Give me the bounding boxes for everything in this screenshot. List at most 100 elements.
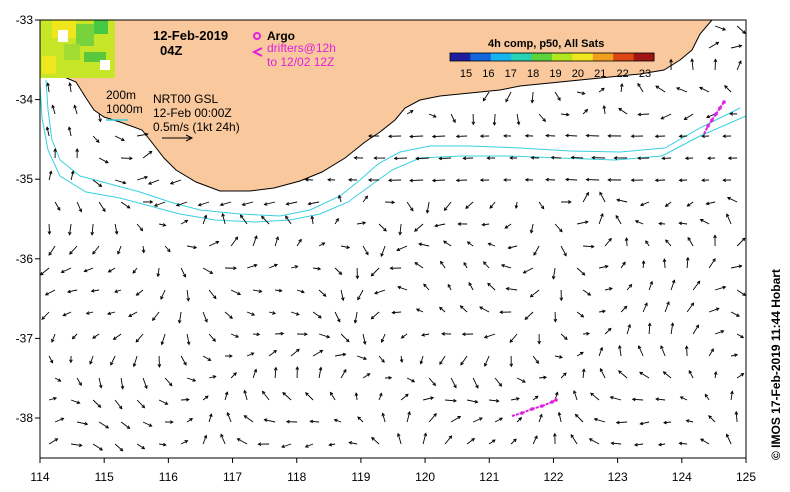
current-vector-head (442, 240, 447, 245)
x-tick-label: 122 (543, 470, 563, 484)
current-vector (523, 267, 534, 274)
current-vector (565, 179, 578, 181)
current-vector-head (440, 260, 444, 265)
current-vector-head (539, 413, 543, 418)
current-vector (726, 434, 732, 445)
current-vector (730, 45, 742, 49)
current-vector (576, 351, 584, 357)
current-vector (406, 411, 411, 423)
drifter-track-segment (551, 399, 557, 403)
current-vector-head (241, 202, 246, 206)
current-vector-head (221, 212, 225, 217)
drifters-time: to 12/02 12Z (267, 55, 334, 69)
current-vector (157, 267, 160, 277)
current-vector-head (70, 170, 75, 175)
current-vector (516, 113, 520, 125)
current-vector (51, 333, 56, 343)
current-vector-head (505, 287, 510, 291)
current-vector (714, 330, 724, 335)
current-vector-head (423, 432, 428, 437)
current-vector-head (257, 442, 262, 446)
current-vector (714, 25, 726, 31)
current-vector (611, 442, 622, 445)
current-vector (561, 113, 569, 116)
current-vector-head (734, 353, 739, 358)
current-vector (133, 355, 138, 367)
current-vector (382, 413, 386, 423)
current-vector (89, 355, 94, 364)
current-vector (275, 289, 282, 292)
current-vector (625, 237, 628, 247)
current-vector-head (535, 360, 540, 364)
current-vector-head (219, 202, 224, 207)
current-vector-head (722, 27, 727, 31)
current-vector (410, 179, 424, 182)
current-vector (661, 113, 672, 120)
current-vector-head (348, 178, 352, 182)
current-vector-head (505, 98, 509, 103)
current-vector-head (678, 134, 683, 139)
current-vector (186, 377, 196, 382)
y-tick-label: -34 (16, 93, 34, 107)
current-vector-head (631, 397, 636, 402)
current-vector (450, 416, 461, 423)
current-vector-head (585, 133, 590, 138)
current-vector-head (710, 348, 714, 353)
current-vector-head (110, 361, 114, 366)
current-vector (560, 372, 567, 379)
current-vector-head (475, 384, 479, 389)
current-vector-head (516, 121, 521, 126)
current-vector (460, 305, 468, 313)
current-vector (439, 355, 446, 365)
current-vector-head (370, 272, 375, 277)
current-vector-head (649, 280, 654, 285)
current-vector (460, 355, 468, 366)
current-vector (604, 238, 612, 247)
current-vector-head (69, 359, 73, 364)
current-vector-head (559, 355, 563, 359)
current-vector-head (144, 175, 149, 180)
current-vector-head (722, 134, 727, 138)
current-vector-head (507, 245, 512, 250)
current-vector-head (452, 119, 456, 124)
contour-1000m (39, 83, 747, 223)
current-vector-head (183, 361, 187, 366)
current-vector (468, 282, 474, 291)
current-vector (538, 414, 543, 423)
current-vector (692, 324, 699, 335)
current-vector (397, 433, 402, 445)
current-vector-head (658, 221, 663, 226)
y-tick-label: -33 (16, 13, 34, 27)
current-vector-head (550, 155, 555, 160)
current-vector (98, 201, 106, 212)
current-vector-head (148, 150, 153, 155)
current-vector-head (285, 215, 289, 220)
current-vector (736, 237, 746, 247)
contour-200m (45, 79, 741, 217)
current-vector (511, 397, 520, 401)
current-vector (252, 369, 257, 379)
current-vector-head (367, 178, 372, 182)
current-vector-head (623, 305, 628, 310)
current-vector (501, 264, 512, 269)
current-vector (148, 179, 160, 185)
current-vector (187, 245, 197, 249)
current-vector-head (162, 442, 167, 447)
current-vector-head (599, 367, 604, 372)
current-vector-head (573, 389, 577, 394)
current-vector (598, 213, 604, 225)
current-vector (571, 157, 584, 159)
current-vector-head (557, 411, 562, 416)
current-vector-head (678, 441, 683, 446)
current-vector (414, 262, 424, 269)
current-vector (735, 411, 738, 423)
current-vector (142, 245, 145, 253)
current-vector (691, 59, 694, 71)
current-vector-head (229, 354, 233, 358)
current-vector (74, 105, 78, 115)
current-vector (230, 333, 239, 338)
current-vector-head (102, 208, 106, 213)
current-vector (692, 280, 701, 291)
current-vector (114, 289, 122, 293)
current-vector (237, 438, 248, 445)
